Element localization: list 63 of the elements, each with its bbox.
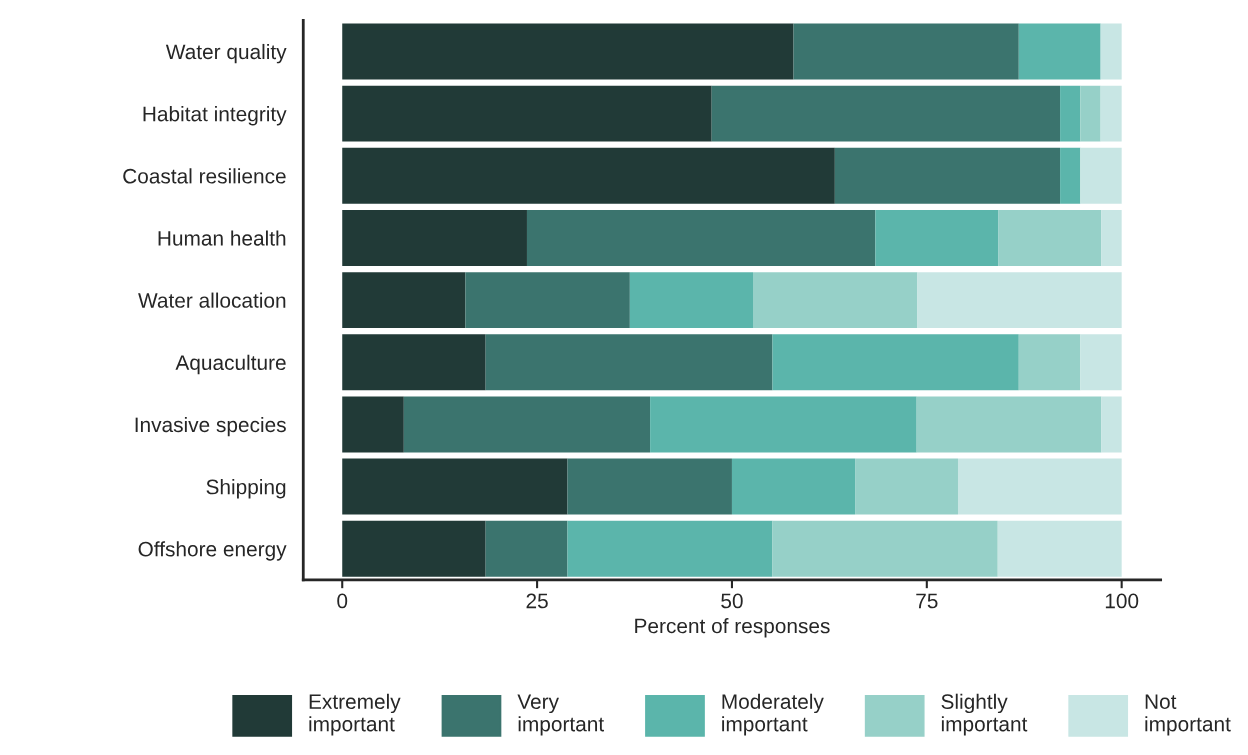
bar (629, 272, 753, 329)
bar (403, 396, 651, 453)
bar (997, 520, 1122, 577)
y-tick-label: Offshore energy (138, 541, 287, 561)
bar (1060, 85, 1081, 142)
bar (342, 334, 486, 391)
y-tick-label: Shipping (206, 479, 286, 499)
x-tick-label: 100 (1105, 593, 1139, 609)
bar (1101, 396, 1122, 453)
bar (342, 209, 527, 266)
bar (342, 396, 404, 453)
y-tick-label: Habitat integrity (143, 106, 287, 126)
x-axis-title: Percent of responses (635, 618, 830, 638)
y-tick-label: Invasive species (135, 416, 286, 437)
bar (1080, 85, 1101, 142)
bar (342, 85, 712, 142)
bar (1018, 23, 1101, 80)
bar (855, 458, 958, 515)
bar (834, 147, 1061, 204)
bar (342, 147, 835, 204)
bar (875, 209, 999, 266)
legend-label: Slightly important (941, 693, 1028, 736)
bar (917, 272, 1122, 329)
bar (793, 23, 1019, 80)
bar (485, 334, 773, 391)
bar (567, 458, 732, 515)
bar (1101, 209, 1122, 266)
bar (711, 85, 1061, 142)
bar (772, 334, 1019, 391)
bar (1100, 23, 1122, 80)
bar (753, 272, 918, 329)
bar (342, 520, 486, 577)
bar (526, 209, 876, 266)
bar (1080, 334, 1122, 391)
bar (998, 209, 1102, 266)
bar (567, 520, 773, 577)
y-tick-label: Aquaculture (175, 354, 286, 375)
y-tick-label: Water allocation (138, 292, 286, 308)
bar (772, 520, 998, 577)
bar (650, 396, 917, 453)
y-tick-label: Coastal resilience (123, 168, 286, 184)
y-tick-label: Human health (158, 230, 286, 246)
bar (1100, 85, 1122, 142)
bar (342, 458, 568, 515)
legend-label: Not important (1145, 694, 1231, 736)
legend-label: Moderately important (722, 693, 824, 736)
bar (342, 272, 466, 329)
bar (485, 520, 568, 577)
bar (1018, 334, 1081, 391)
bar (957, 458, 1122, 515)
bar (1060, 147, 1081, 204)
bar (342, 23, 794, 80)
x-tick-label: 50 (721, 593, 743, 609)
legend-label: Extremely important (309, 693, 401, 736)
bar (731, 458, 856, 515)
bar (1080, 147, 1122, 204)
y-tick-label: Water quality (165, 43, 287, 64)
x-tick-label: 25 (526, 593, 548, 609)
bar (916, 396, 1102, 453)
legend-label: Very important (517, 694, 604, 736)
x-tick-label: 75 (916, 593, 938, 609)
bar (465, 272, 630, 329)
x-tick-label: 0 (337, 593, 348, 609)
